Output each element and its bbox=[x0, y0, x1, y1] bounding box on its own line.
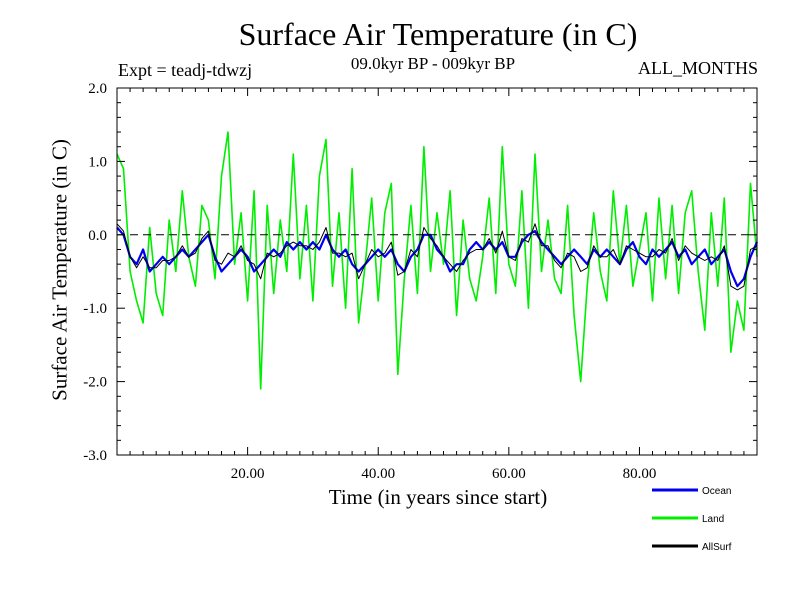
y-tick-label: -1.0 bbox=[83, 301, 107, 317]
y-tick-label: 2.0 bbox=[88, 81, 107, 97]
period-label: ALL_MONTHS bbox=[638, 58, 758, 78]
legend-label-allsurf: AllSurf bbox=[702, 542, 732, 553]
series-layer bbox=[116, 131, 759, 390]
series-land-line bbox=[116, 131, 758, 390]
y-tick-label: -3.0 bbox=[83, 448, 107, 464]
ticks-layer: 20.00 40.00 60.00 80.00 2.0 1.0 0.0 -1.0 -2.0 -3.… bbox=[83, 81, 757, 482]
chart-subtitle: 09.0kyr BP - 009kyr BP bbox=[350, 54, 516, 73]
series-ocean-line bbox=[116, 226, 759, 288]
legend-label-land: Land bbox=[702, 514, 724, 525]
y-tick-label: 1.0 bbox=[88, 154, 107, 170]
experiment-label: Expt = teadj-tdwzj bbox=[118, 60, 253, 80]
plot-frame bbox=[116, 87, 758, 456]
x-tick-label: 40.00 bbox=[361, 466, 395, 482]
legend: Ocean Land AllSurf bbox=[652, 486, 732, 553]
series-allsurf-line bbox=[116, 223, 758, 291]
chart-title: Surface Air Temperature (in C) bbox=[238, 16, 638, 52]
legend-label-ocean: Ocean bbox=[702, 486, 731, 497]
x-tick-label: 20.00 bbox=[231, 466, 265, 482]
y-tick-label: 0.0 bbox=[88, 228, 107, 244]
x-axis-label: Time (in years since start) bbox=[328, 485, 548, 509]
y-tick-label: -2.0 bbox=[83, 375, 107, 391]
x-tick-label: 80.00 bbox=[623, 466, 657, 482]
x-tick-label: 60.00 bbox=[492, 466, 526, 482]
